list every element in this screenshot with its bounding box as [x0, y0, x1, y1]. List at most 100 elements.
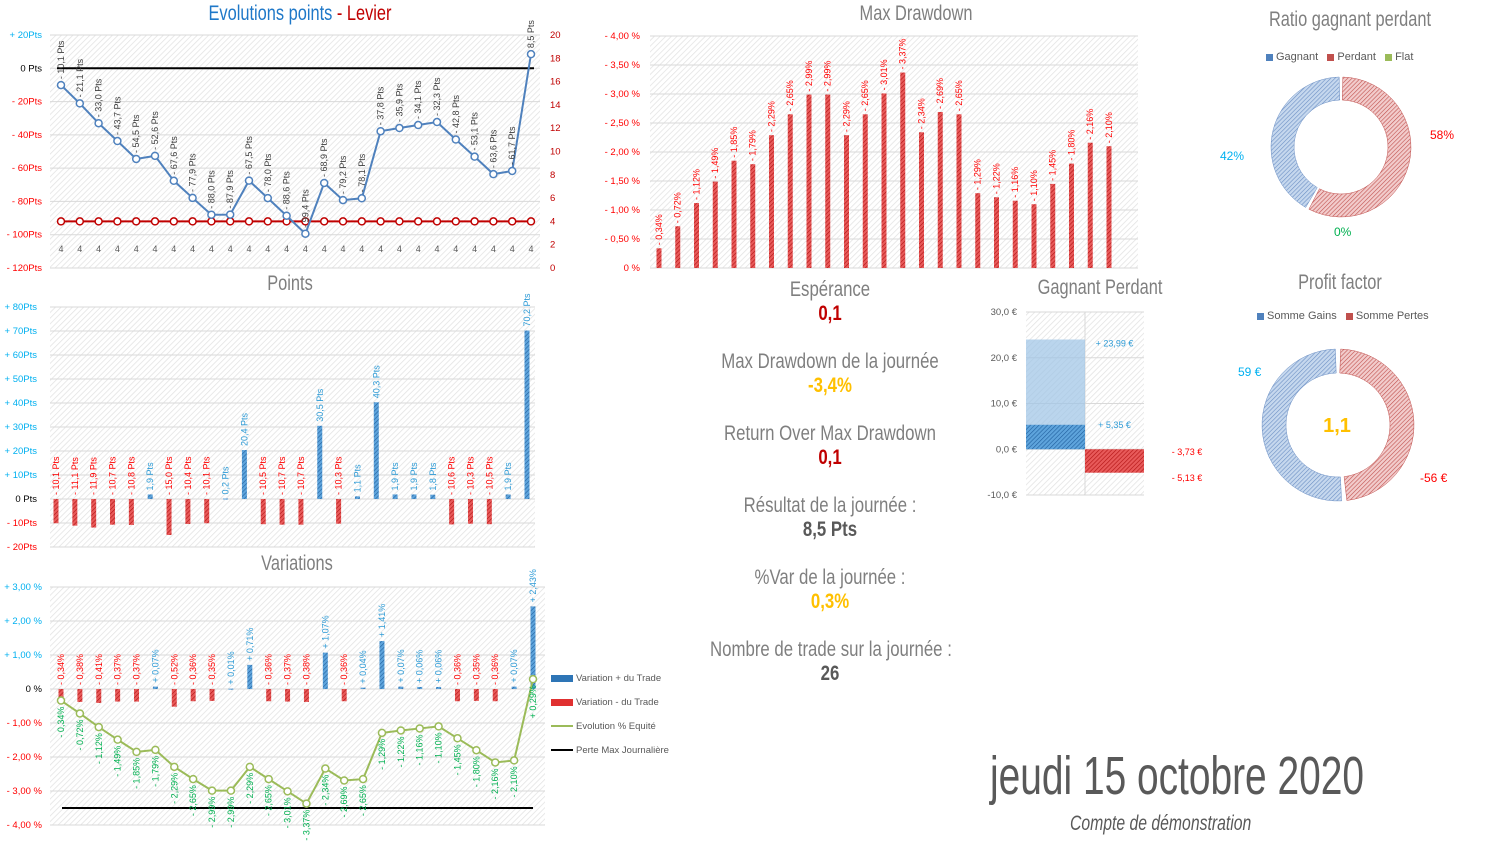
- leverage-marker: [94, 217, 103, 226]
- equity-percent-label: - 1,16%: [415, 734, 425, 765]
- equity-percent-label: - 2,16%: [490, 768, 500, 799]
- drawdown-bar: [1106, 146, 1112, 268]
- y-tick-label: - 20Pts: [12, 97, 42, 108]
- variation-label: - 0,41%: [94, 654, 104, 685]
- leverage-marker: [357, 217, 367, 226]
- drawdown-bar: [656, 248, 662, 268]
- points-bar-negative: [91, 499, 97, 528]
- leverage-marker: [413, 217, 423, 226]
- variation-label: + 0,06%: [434, 650, 444, 683]
- variation-label: - 0,34%: [56, 654, 66, 685]
- equity-percent-marker: [377, 728, 387, 738]
- equity-label: - 32,3 Pts: [432, 77, 442, 116]
- y-tick-label: 20,0 €: [991, 353, 1018, 364]
- leverage-label: 4: [246, 244, 251, 254]
- drawdown-label: - 1,80%: [1067, 130, 1077, 161]
- var-value: 0,3%: [810, 590, 850, 613]
- max-drawdown-title: Max Drawdown: [859, 2, 973, 25]
- profit-factor-donut: 59 € -56 € 1,1: [1238, 348, 1448, 502]
- drawdown-bar: [1087, 142, 1093, 268]
- equity-percent-marker: [321, 764, 330, 773]
- y2-tick-label: 18: [550, 53, 561, 64]
- drawdown-bar: [975, 193, 981, 268]
- variation-label: - 0,36%: [339, 654, 349, 685]
- drawdown-label: - 1,49%: [710, 148, 720, 179]
- ratio-label-gagnant: 42%: [1220, 149, 1244, 163]
- variation-label: - 0,36%: [188, 654, 198, 685]
- legend-gagnant: Gagnant: [1266, 51, 1318, 63]
- variation-label: + 1,07%: [320, 615, 330, 648]
- leverage-label: 4: [359, 244, 364, 254]
- points-label: 0,2 Pts: [221, 466, 231, 495]
- leverage-marker: [526, 217, 536, 226]
- variations-title: Variations: [261, 552, 333, 575]
- variation-bar-negative: [341, 689, 347, 702]
- drawdown-label: - 2,34%: [917, 98, 927, 129]
- variation-label: + 0,07%: [150, 649, 160, 682]
- equity-percent-label: - 1,22%: [396, 736, 406, 767]
- y-tick-label: - 2,50 %: [605, 118, 641, 129]
- equity-label: - 63,6 Pts: [488, 129, 498, 168]
- leverage-label: 4: [378, 244, 383, 254]
- leverage-label: 4: [510, 244, 515, 254]
- stat-trades: Nombre de trade sur la journée : 26: [680, 638, 980, 686]
- equity-percent-label: - 2,99%: [226, 797, 236, 828]
- leverage-marker: [169, 217, 179, 226]
- y-tick-label: + 2,00 %: [4, 616, 42, 627]
- variation-bar-positive: [511, 686, 517, 689]
- points-bar-negative: [486, 499, 492, 525]
- points-title: Points: [267, 272, 313, 295]
- var-label: %Var de la journée :: [754, 566, 906, 589]
- points-chart: + 80Pts + 70Pts + 60Pts + 50Pts + 40Pts + 30P…: [5, 293, 535, 553]
- gain-label-average: + 5,35 €: [1098, 420, 1131, 430]
- equity-percent-label: - 1,49%: [113, 746, 123, 777]
- points-bar-positive: [241, 450, 247, 499]
- drawdown-label: - 2,29%: [767, 101, 777, 132]
- leverage-label: 4: [228, 244, 233, 254]
- equity-percent-marker: [75, 709, 85, 718]
- y-tick-label: - 0,50 %: [605, 234, 641, 245]
- profit-factor-donut-slice: [1261, 348, 1342, 502]
- variation-label: - 0,35%: [207, 654, 217, 685]
- leverage-marker: [470, 217, 479, 226]
- profit-factor-donut-slice: [1339, 348, 1415, 501]
- equity-percent-marker: [207, 786, 217, 795]
- y-tick-label: - 2,00 %: [7, 752, 43, 763]
- equity-marker: [413, 120, 423, 130]
- ratio-donut-slice: [1308, 76, 1412, 218]
- points-bar-positive: [147, 494, 153, 499]
- points-bar-positive: [505, 494, 511, 499]
- variation-label: + 0,04%: [358, 650, 368, 683]
- points-label: - 10,5 Pts: [484, 456, 494, 495]
- points-label: - 10,4 Pts: [183, 456, 193, 495]
- y2-tick-label: 8: [550, 170, 555, 181]
- points-bar-negative: [185, 499, 191, 524]
- points-label: 1,9 Pts: [390, 462, 400, 491]
- drawdown-label: - 1,85%: [729, 127, 739, 158]
- variation-label: - 0,52%: [169, 654, 179, 685]
- drawdown-bar: [937, 111, 943, 268]
- y-tick-label: - 4,00 %: [7, 820, 43, 831]
- points-bar-negative: [72, 499, 78, 526]
- y2-tick-label: 6: [550, 193, 555, 204]
- y-tick-label: + 70Pts: [5, 326, 38, 337]
- equity-percent-marker: [490, 758, 500, 767]
- y2-tick-label: 14: [550, 100, 561, 111]
- y-tick-label: - 1,00 %: [7, 718, 43, 729]
- trades-label: Nombre de trade sur la journée :: [710, 638, 952, 661]
- equity-percent-label: - 1,10%: [434, 732, 444, 763]
- drawdown-label: - 2,16%: [1085, 109, 1095, 140]
- leverage-marker: [131, 217, 141, 226]
- y-tick-label: + 50Pts: [5, 374, 38, 385]
- equity-marker: [301, 229, 310, 238]
- y2-tick-label: 0: [550, 263, 555, 274]
- equity-percent-label: - 3,01%: [283, 797, 293, 828]
- drawdown-bar: [1050, 183, 1056, 268]
- drawdown-bar: [731, 160, 737, 268]
- drawdown-bar: [881, 93, 887, 268]
- variation-bar-negative: [492, 689, 498, 702]
- points-bar-negative: [110, 499, 116, 525]
- points-label: - 10,6 Pts: [447, 456, 457, 495]
- points-label: - 10,3 Pts: [334, 456, 344, 495]
- y-tick-label: - 3,50 %: [605, 60, 641, 71]
